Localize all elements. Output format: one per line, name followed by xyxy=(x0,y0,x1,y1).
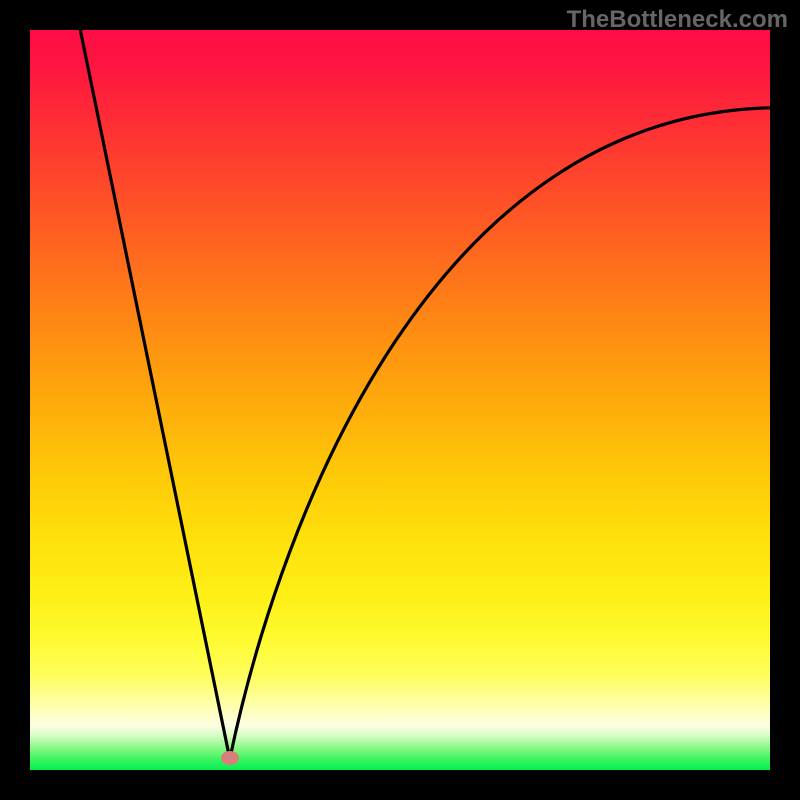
chart-container: TheBottleneck.com xyxy=(0,0,800,800)
plot-area xyxy=(30,30,770,770)
minimum-marker xyxy=(221,751,239,765)
watermark-text: TheBottleneck.com xyxy=(567,6,788,34)
bottleneck-curve xyxy=(30,30,770,770)
